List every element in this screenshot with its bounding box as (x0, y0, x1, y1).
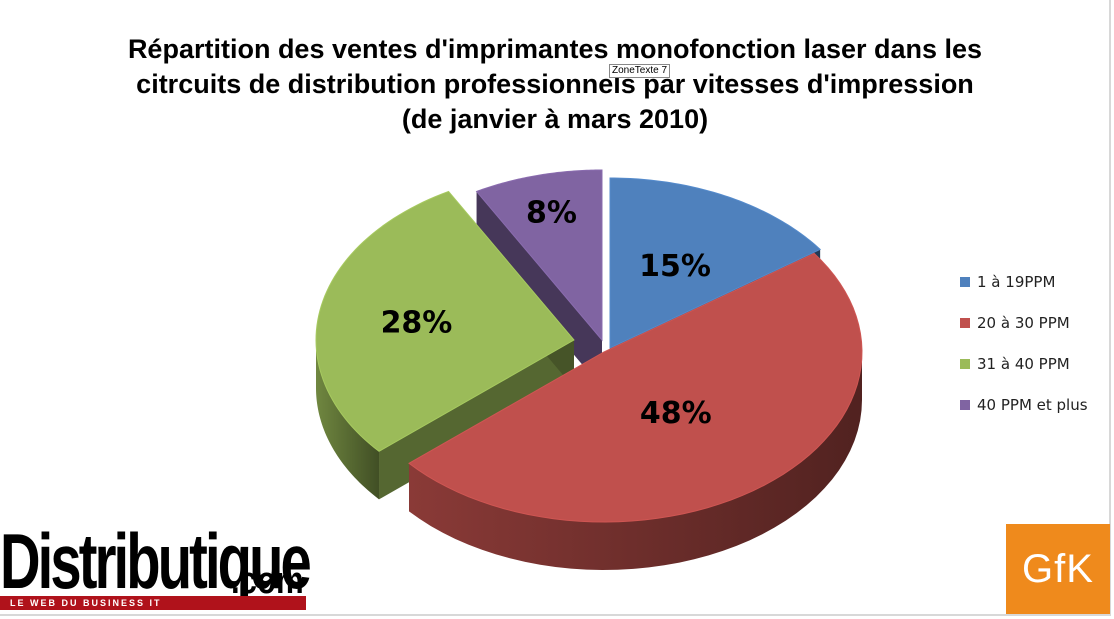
title-line-1: Répartition des ventes d'imprimantes mon… (127, 34, 983, 64)
pie-tops (315, 169, 863, 523)
legend-swatch (960, 277, 970, 287)
distributique-logo: Distributique .com LE WEB DU BUSINESS IT (0, 516, 312, 612)
pie-slice-label: 15% (639, 249, 711, 284)
title-line-2: citrcuits de distribution professionnels… (136, 69, 974, 99)
legend-label: 40 PPM et plus (977, 396, 1088, 414)
pie-slice-label: 48% (640, 396, 712, 431)
legend-item: 31 à 40 PPM (960, 354, 1088, 374)
pie-slice (609, 177, 822, 349)
textbox-tag[interactable]: ZoneTexte 7 (609, 64, 671, 78)
distributique-logo-word: Distributique (0, 517, 312, 605)
gfk-logo: GfK (1006, 524, 1110, 614)
distributique-logo-suffix: .com (231, 560, 304, 602)
pie-slice-wall (316, 340, 380, 500)
legend-item: 20 à 30 PPM (960, 313, 1088, 333)
pie-slice (475, 169, 603, 342)
distributique-logo-tagline: LE WEB DU BUSINESS IT (10, 598, 162, 608)
legend-label: 20 à 30 PPM (977, 314, 1070, 332)
legend-label: 1 à 19PPM (977, 273, 1056, 291)
legend-label: 31 à 40 PPM (977, 355, 1070, 373)
pie-slice-label: 8% (526, 196, 577, 231)
pie-labels: 15% 48% 28% 8% (381, 196, 712, 431)
pie-slice-wall (409, 352, 862, 570)
legend-item: 40 PPM et plus (960, 395, 1088, 415)
pie-slice (408, 252, 863, 523)
pie-slice-label: 28% (381, 306, 453, 341)
legend-swatch (960, 359, 970, 369)
legend: 1 à 19PPM 20 à 30 PPM 31 à 40 PPM 40 PPM… (960, 272, 1088, 436)
legend-swatch (960, 400, 970, 410)
legend-item: 1 à 19PPM (960, 272, 1088, 292)
legend-swatch (960, 318, 970, 328)
title-line-3: (de janvier à mars 2010) (401, 104, 709, 134)
chart-title: Répartition des ventes d'imprimantes mon… (60, 32, 1050, 137)
distributique-logo-bar (0, 596, 306, 610)
pie-slice (315, 190, 575, 452)
